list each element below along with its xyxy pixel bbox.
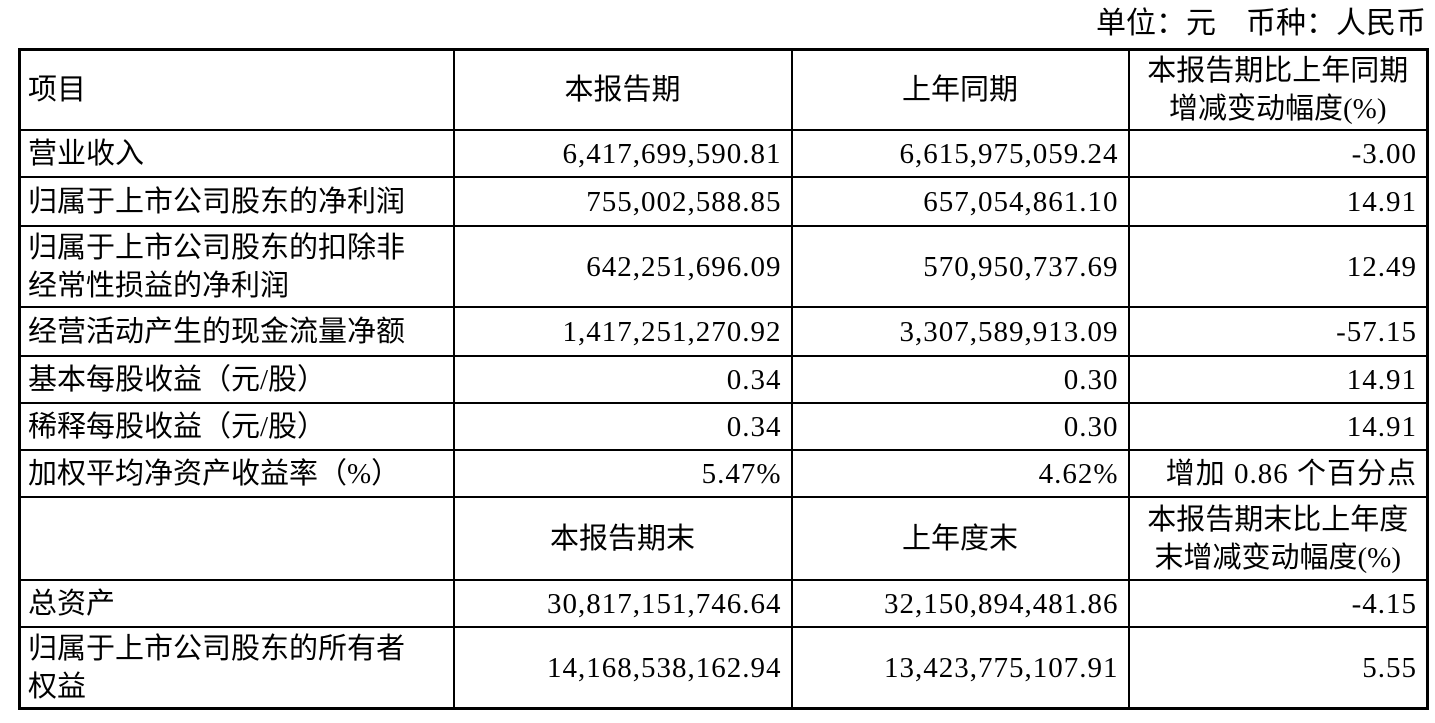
row-change-value: 14.91 — [1127, 176, 1429, 227]
row-item-line2: 经常性损益的净利润 — [28, 269, 290, 302]
row-prior-value: 570,950,737.69 — [790, 225, 1130, 308]
header-item-label-empty — [18, 496, 455, 581]
row-current-value: 642,251,696.09 — [452, 225, 793, 308]
row-current-value: 1,417,251,270.92 — [452, 306, 793, 357]
row-prior-value: 6,615,975,059.24 — [790, 129, 1130, 178]
table-row-basic-eps: 基本每股收益（元/股） 0.34 0.30 14.91 — [18, 355, 1429, 404]
header-current-period-end: 本报告期末 — [452, 496, 793, 581]
row-change-value: -57.15 — [1127, 306, 1429, 357]
header-change-line1: 本报告期比上年同期 — [1147, 55, 1409, 87]
row-item-label: 总资产 — [18, 579, 455, 628]
row-item-label: 经营活动产生的现金流量净额 — [18, 306, 455, 357]
row-item-label: 营业收入 — [18, 129, 455, 178]
table-row-owners-equity: 归属于上市公司股东的所有者 权益 14,168,538,162.94 13,42… — [18, 626, 1429, 710]
header-prior-year-end: 上年度末 — [790, 496, 1130, 581]
row-change-value: -3.00 — [1127, 129, 1429, 178]
table-row-net-profit: 归属于上市公司股东的净利润 755,002,588.85 657,054,861… — [18, 176, 1429, 227]
row-change-value: -4.15 — [1127, 579, 1429, 628]
table-row-operating-cash-flow: 经营活动产生的现金流量净额 1,417,251,270.92 3,307,589… — [18, 306, 1429, 357]
header-change-period: 本报告期比上年同期 增减变动幅度(%) — [1127, 48, 1429, 131]
row-item-label: 归属于上市公司股东的扣除非 经常性损益的净利润 — [18, 225, 455, 308]
row-item-label: 加权平均净资产收益率（%） — [18, 449, 455, 498]
header-change-period-end: 本报告期末比上年度 末增减变动幅度(%) — [1127, 496, 1429, 581]
row-current-value: 6,417,699,590.81 — [452, 129, 793, 178]
unit-currency-label: 单位：元 币种：人民币 — [1096, 7, 1426, 40]
row-change-value: 5.55 — [1127, 626, 1429, 710]
row-prior-value: 657,054,861.10 — [790, 176, 1130, 227]
row-item-line1: 归属于上市公司股东的所有者 — [28, 632, 406, 665]
table-header-row-period: 项目 本报告期 上年同期 本报告期比上年同期 增减变动幅度(%) — [18, 48, 1429, 131]
header-prior-period: 上年同期 — [790, 48, 1130, 131]
header-current-period: 本报告期 — [452, 48, 793, 131]
row-current-value: 5.47% — [452, 449, 793, 498]
row-item-line2: 权益 — [28, 670, 87, 703]
row-change-value: 增加 0.86 个百分点 — [1127, 449, 1429, 498]
row-current-value: 30,817,151,746.64 — [452, 579, 793, 628]
row-current-value: 755,002,588.85 — [452, 176, 793, 227]
header-change-line2: 末增减变动幅度(%) — [1154, 541, 1401, 574]
row-prior-value: 3,307,589,913.09 — [790, 306, 1130, 357]
row-prior-value: 13,423,775,107.91 — [790, 626, 1130, 710]
table-row-revenue: 营业收入 6,417,699,590.81 6,615,975,059.24 -… — [18, 129, 1429, 178]
row-item-label: 基本每股收益（元/股） — [18, 355, 455, 404]
row-change-value: 14.91 — [1127, 355, 1429, 404]
row-item-label: 归属于上市公司股东的净利润 — [18, 176, 455, 227]
row-prior-value: 0.30 — [790, 402, 1130, 451]
row-item-label: 归属于上市公司股东的所有者 权益 — [18, 626, 455, 710]
table-row-diluted-eps: 稀释每股收益（元/股） 0.34 0.30 14.91 — [18, 402, 1429, 451]
header-item-label: 项目 — [18, 48, 455, 131]
row-prior-value: 4.62% — [790, 449, 1130, 498]
row-item-label: 稀释每股收益（元/股） — [18, 402, 455, 451]
table-row-deducted-net-profit: 归属于上市公司股东的扣除非 经常性损益的净利润 642,251,696.09 5… — [18, 225, 1429, 308]
table-row-weighted-avg-roe: 加权平均净资产收益率（%） 5.47% 4.62% 增加 0.86 个百分点 — [18, 449, 1429, 498]
table-row-total-assets: 总资产 30,817,151,746.64 32,150,894,481.86 … — [18, 579, 1429, 628]
row-current-value: 0.34 — [452, 355, 793, 404]
row-prior-value: 0.30 — [790, 355, 1130, 404]
header-change-line1: 本报告期末比上年度 — [1147, 503, 1409, 536]
key-financials-table: 项目 本报告期 上年同期 本报告期比上年同期 增减变动幅度(%) 营业收入 6,… — [18, 48, 1429, 710]
header-change-line2: 增减变动幅度(%) — [1169, 93, 1387, 125]
row-change-value: 12.49 — [1127, 225, 1429, 308]
row-current-value: 0.34 — [452, 402, 793, 451]
row-change-value: 14.91 — [1127, 402, 1429, 451]
table-header-row-period-end: 本报告期末 上年度末 本报告期末比上年度 末增减变动幅度(%) — [18, 496, 1429, 581]
row-current-value: 14,168,538,162.94 — [452, 626, 793, 710]
row-item-line1: 归属于上市公司股东的扣除非 — [28, 231, 406, 264]
row-prior-value: 32,150,894,481.86 — [790, 579, 1130, 628]
